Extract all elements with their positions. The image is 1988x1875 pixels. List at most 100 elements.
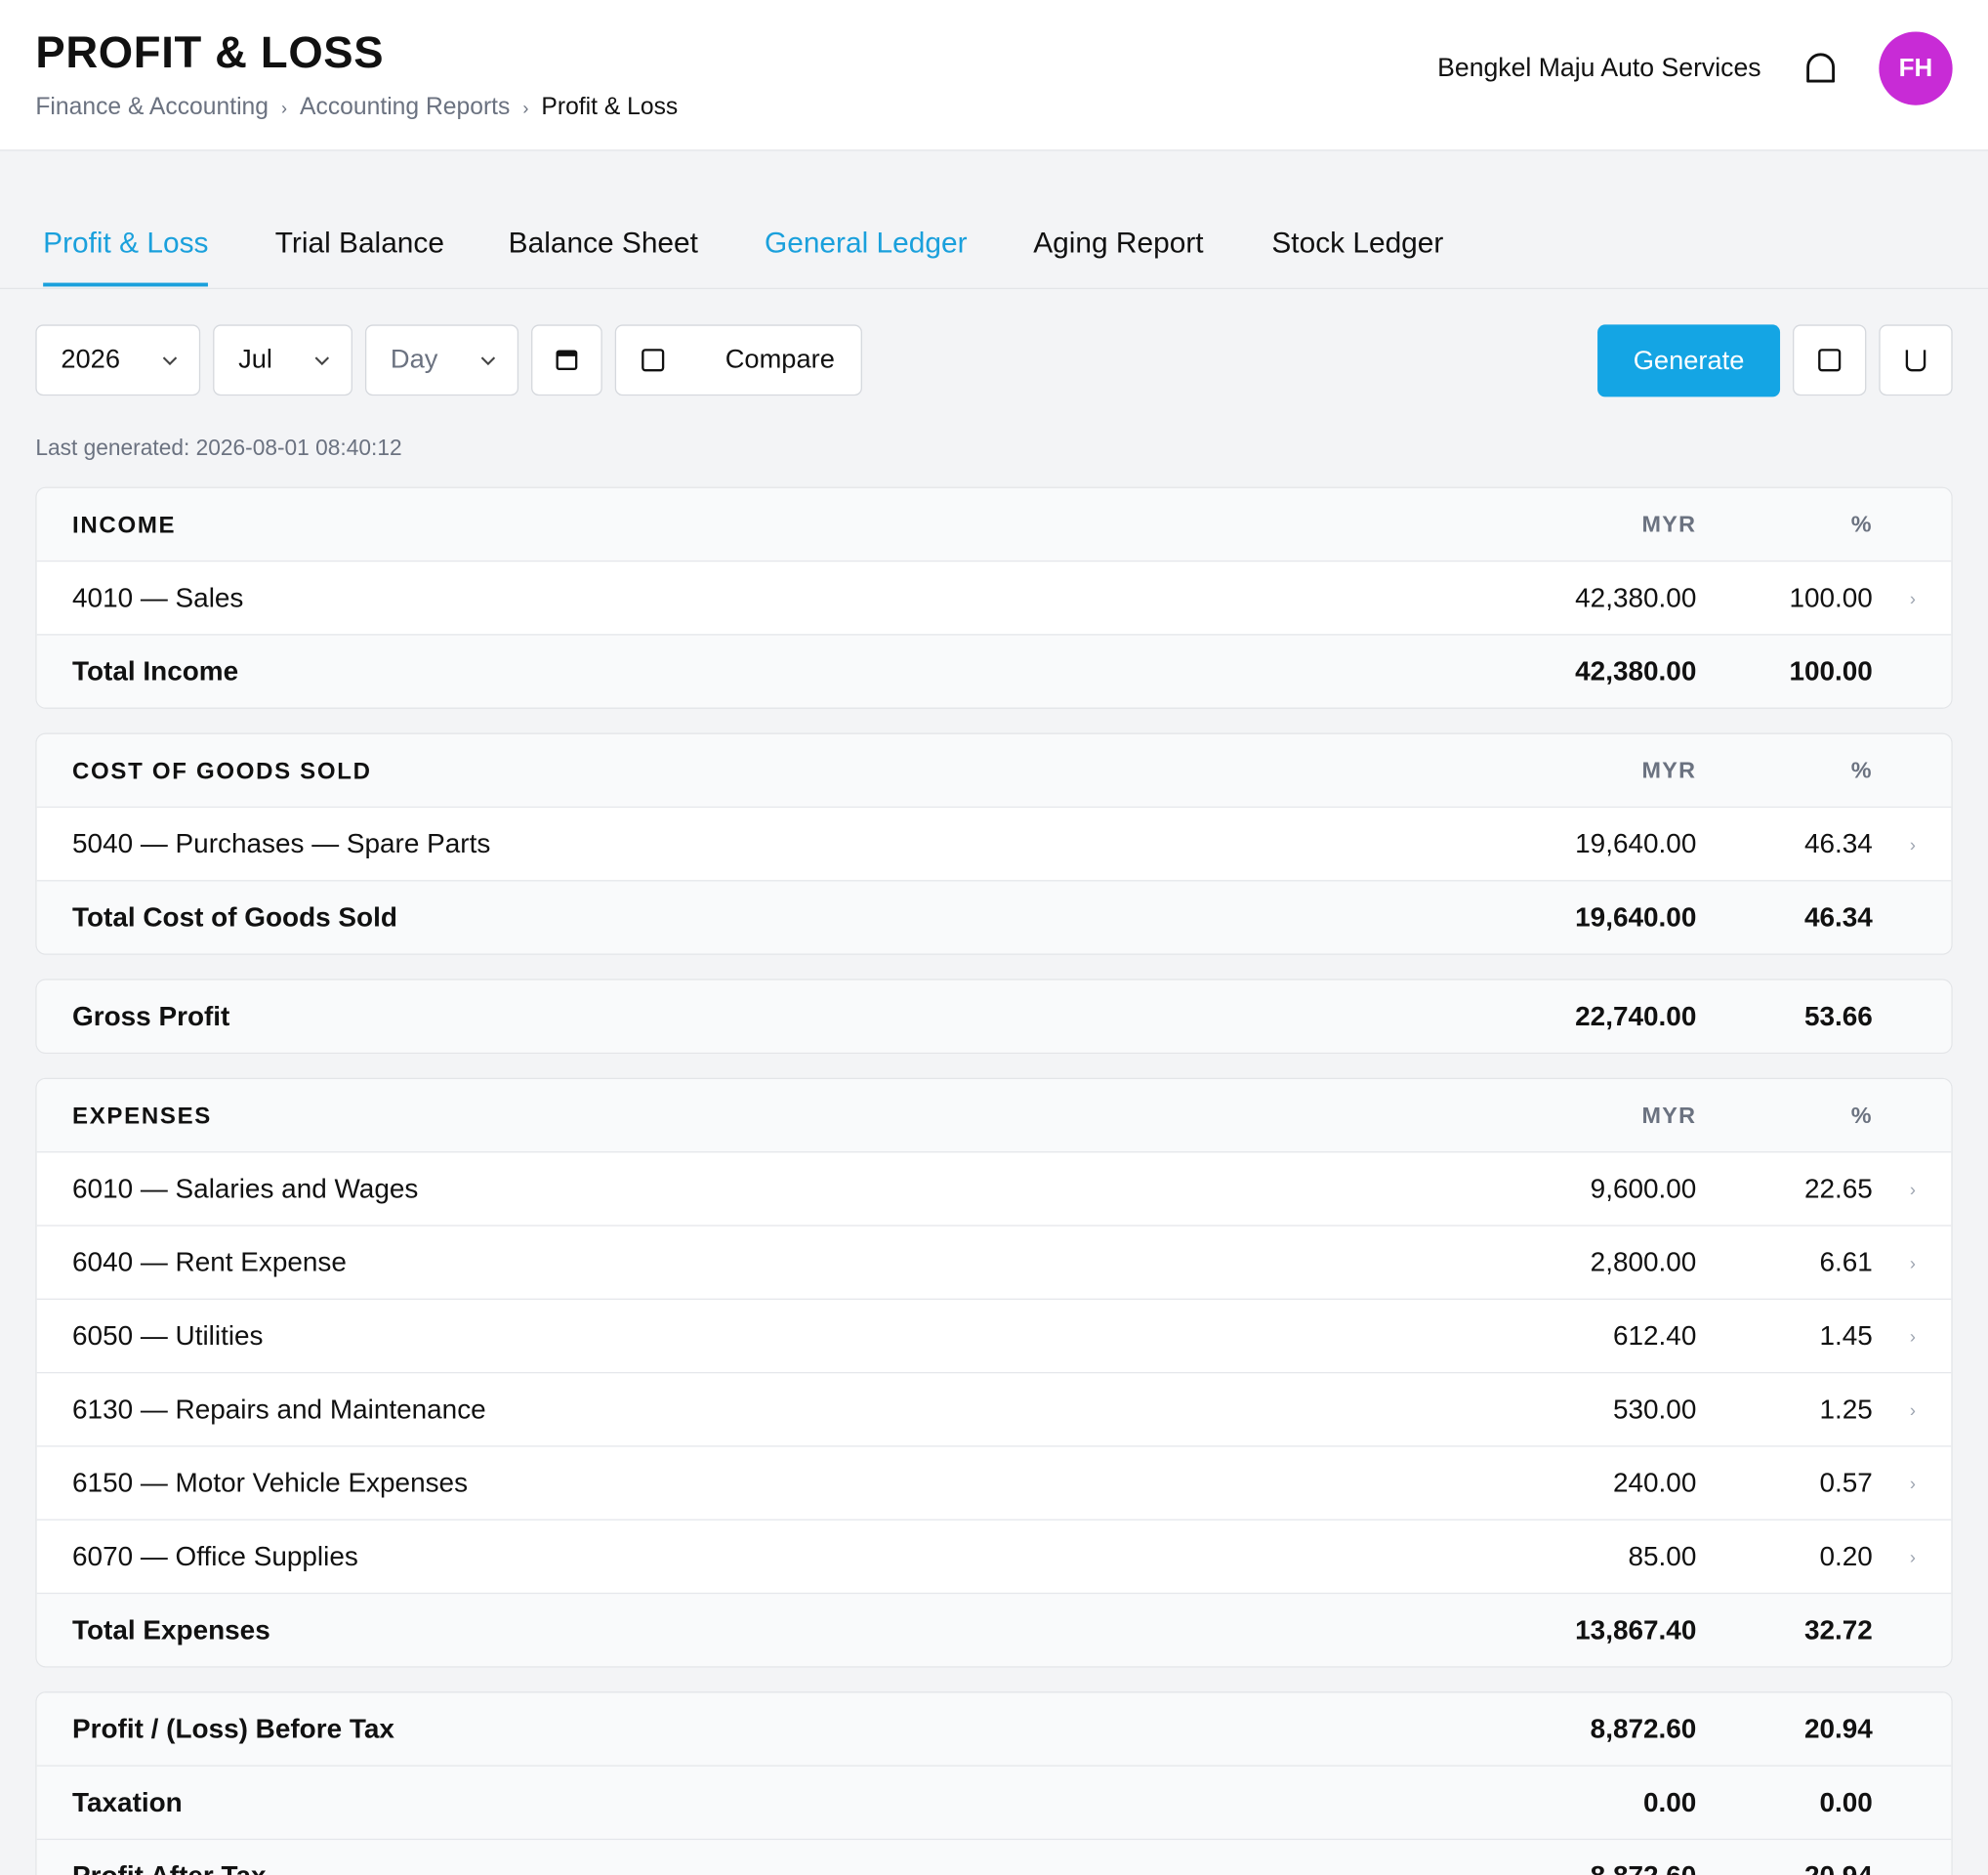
row-amount: 0.00 <box>1642 1786 1697 1817</box>
account-row[interactable]: 6070 — Office Supplies 85.00 0.20 › <box>36 1519 1952 1593</box>
row-label: 6130 — Repairs and Maintenance <box>72 1394 486 1425</box>
row-percent: 20.94 <box>1804 1860 1873 1875</box>
row-percent: % <box>1850 757 1873 783</box>
row-label: 4010 — Sales <box>72 581 244 613</box>
row-chevron: › <box>1909 1178 1916 1199</box>
row-chevron: › <box>1909 1546 1916 1567</box>
row-label: Taxation <box>72 1786 183 1817</box>
chevron-down <box>162 356 178 366</box>
row-percent: 100.00 <box>1789 655 1873 687</box>
account-row[interactable]: 6150 — Motor Vehicle Expenses 240.00 0.57 › <box>36 1445 1952 1519</box>
company-name[interactable]: Bengkel Maju Auto Services <box>1437 53 1761 83</box>
breadcrumbs: Finance & Accounting › Accounting Report… <box>35 94 678 122</box>
day-select[interactable]: Day <box>364 324 519 396</box>
row-label: 6010 — Salaries and Wages <box>72 1173 419 1204</box>
breadcrumb-current: Profit & Loss <box>541 94 679 121</box>
row-percent: 20.94 <box>1803 1713 1873 1744</box>
summary-row: Profit / (Loss) Before Tax 8,872.60 20.94 <box>36 1692 1952 1766</box>
row-percent: 0.57 <box>1819 1467 1873 1498</box>
row-label: 6150 — Motor Vehicle Expenses <box>72 1467 469 1498</box>
row-amount: 22,740.00 <box>1575 1000 1697 1031</box>
row-label: Total Cost of Goods Sold <box>72 901 397 933</box>
row-percent: 46.34 <box>1803 827 1873 859</box>
report-section: INCOME MYR% 4010 — Sales 42,380.00 100.00 › To… <box>35 486 1953 709</box>
report-section: COST OF GOODS SOLD MYR% 5040 — Purchases —… <box>35 732 1953 955</box>
row-label: 6070 — Office Supplies <box>72 1540 358 1571</box>
account-row[interactable]: 6040 — Rent Expense 2,800.00 6.61 › <box>36 1225 1952 1298</box>
tab[interactable]: Trial Balance <box>274 226 444 259</box>
summary-row: Profit After Tax 8,872.60 20.94 <box>36 1838 1952 1875</box>
tab[interactable]: Balance Sheet <box>508 226 698 259</box>
print-button[interactable] <box>1879 324 1953 396</box>
page-title: PROFIT & LOSS <box>35 27 385 78</box>
calendar-button[interactable] <box>531 324 602 396</box>
section-header: INCOME MYR% <box>36 487 1952 561</box>
row-chevron: › <box>1909 1473 1916 1493</box>
row-percent: % <box>1850 511 1873 537</box>
day-placeholder: Day <box>390 345 438 375</box>
row-label: Gross Profit <box>72 1000 230 1031</box>
last-generated: Last generated: 2026-08-01 08:40:12 <box>35 435 402 461</box>
chevron-down <box>480 356 496 366</box>
row-chevron: › <box>1909 1252 1916 1273</box>
row-label: Total Income <box>72 655 239 687</box>
breadcrumb[interactable]: Finance & Accounting <box>35 94 269 121</box>
year-select[interactable]: 2026 <box>35 324 201 396</box>
tab[interactable]: General Ledger <box>764 226 968 259</box>
total-row: Total Income 42,380.00 100.00 <box>36 634 1952 708</box>
row-percent: % <box>1850 1102 1873 1128</box>
row-amount: 19,640.00 <box>1575 901 1697 933</box>
account-row[interactable]: 5040 — Purchases — Spare Parts 19,640.00 4… <box>36 806 1952 880</box>
row-amount: 85.00 <box>1628 1540 1697 1571</box>
total-row: Total Cost of Goods Sold 19,640.00 46.34 <box>36 880 1952 954</box>
account-row[interactable]: 6010 — Salaries and Wages 9,600.00 22.65 › <box>36 1151 1952 1225</box>
tab[interactable]: Stock Ledger <box>1271 226 1444 259</box>
compare-toggle[interactable]: Compare <box>614 324 862 396</box>
row-amount: 8,872.60 <box>1590 1713 1697 1744</box>
notification-icon[interactable] <box>1802 51 1838 86</box>
report-section: EXPENSES MYR% 6010 — Salaries and Wages 9,6… <box>35 1077 1953 1668</box>
calendar-icon <box>556 350 578 371</box>
compare-label: Compare <box>725 345 835 375</box>
row-amount: 240.00 <box>1612 1467 1697 1498</box>
export-icon <box>1818 349 1842 372</box>
row-amount: 8,872.60 <box>1591 1860 1697 1875</box>
summary-row: Taxation 0.00 0.00 <box>36 1765 1952 1839</box>
account-row[interactable]: 6130 — Repairs and Maintenance 530.00 1.25… <box>36 1371 1952 1445</box>
row-amount: 19,640.00 <box>1575 827 1697 859</box>
row-percent: 6.61 <box>1819 1246 1873 1277</box>
account-row[interactable]: 6050 — Utilities 612.40 1.45 › <box>36 1298 1952 1372</box>
row-amount: 9,600.00 <box>1590 1173 1697 1204</box>
report-tabs: Profit & Loss Trial Balance Balance Shee… <box>0 203 1988 290</box>
report-section: Profit / (Loss) Before Tax 8,872.60 20.94 T… <box>35 1691 1953 1875</box>
tab-active[interactable]: Profit & Loss <box>43 226 209 287</box>
row-amount: 42,380.00 <box>1575 655 1697 687</box>
row-percent: 0.00 <box>1819 1786 1873 1817</box>
month-select[interactable]: Jul <box>213 324 352 396</box>
year-value: 2026 <box>61 345 120 375</box>
row-label: Total Expenses <box>72 1613 270 1646</box>
row-label: COST OF GOODS SOLD <box>72 756 372 783</box>
row-label: Profit / (Loss) Before Tax <box>72 1713 394 1744</box>
checkbox <box>642 349 665 372</box>
export-button[interactable] <box>1793 324 1867 396</box>
account-row[interactable]: 4010 — Sales 42,380.00 100.00 › <box>36 560 1952 634</box>
tab[interactable]: Aging Report <box>1033 226 1204 259</box>
generate-button[interactable]: Generate <box>1597 324 1781 397</box>
breadcrumb[interactable]: Accounting Reports <box>300 94 511 121</box>
row-percent: 53.66 <box>1803 1000 1873 1031</box>
row-label: 6050 — Utilities <box>72 1319 264 1351</box>
user-avatar[interactable]: FH <box>1879 31 1953 105</box>
row-percent: 100.00 <box>1789 581 1873 613</box>
row-percent: 22.65 <box>1803 1173 1873 1204</box>
row-percent: 32.72 <box>1803 1613 1873 1646</box>
row-chevron: › <box>1909 1325 1916 1347</box>
row-percent: 46.34 <box>1803 901 1873 933</box>
row-label: 6040 — Rent Expense <box>72 1246 347 1277</box>
row-amount: 42,380.00 <box>1575 581 1697 613</box>
row-percent: 1.45 <box>1819 1319 1873 1351</box>
report: INCOME MYR% 4010 — Sales 42,380.00 100.00 › To… <box>35 486 1953 1875</box>
